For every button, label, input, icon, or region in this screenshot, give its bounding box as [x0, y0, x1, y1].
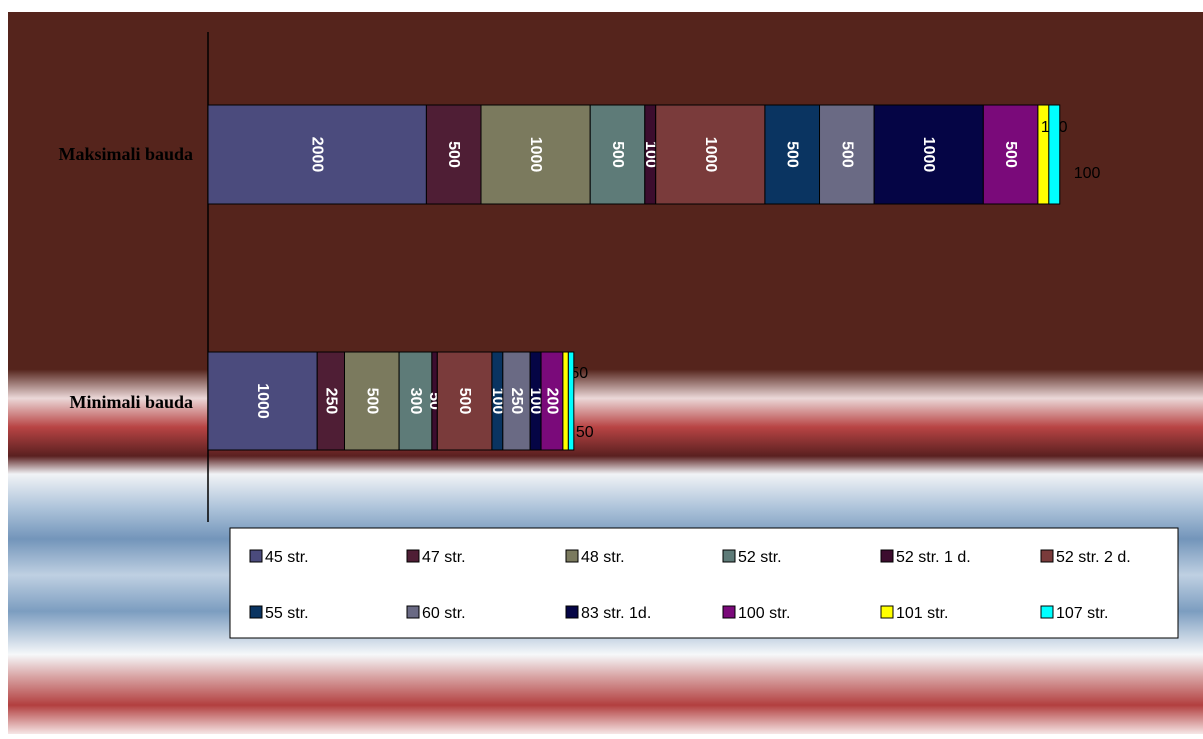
- legend-label: 101 str.: [896, 605, 948, 622]
- bar-segment: [982, 104, 1039, 205]
- legend-item: 45 str.: [249, 549, 309, 566]
- bar-segment: [398, 351, 433, 451]
- bar-segment: [480, 104, 591, 205]
- category-label: Maksimali bauda: [58, 144, 193, 164]
- data-label: 1000: [527, 137, 544, 173]
- data-label: 1000: [254, 383, 271, 419]
- data-label: 500: [445, 141, 462, 168]
- legend-swatch: [880, 549, 894, 563]
- bar-segment: [502, 351, 531, 451]
- legend-label: 52 str. 2 d.: [1056, 549, 1131, 566]
- legend-swatch: [406, 605, 420, 619]
- legend-label: 52 str.: [738, 549, 782, 566]
- legend-swatch: [565, 549, 579, 563]
- legend-swatch: [722, 549, 736, 563]
- bar-segment: [1048, 104, 1061, 205]
- legend-label: 47 str.: [422, 549, 466, 566]
- bar-segment: [436, 351, 493, 451]
- data-label: 100: [1074, 165, 1101, 182]
- data-label: 500: [363, 388, 380, 415]
- data-label: 100: [489, 388, 506, 415]
- legend: 45 str. 47 str. 48 str. 52 str. 52 str. 1 d.…: [229, 527, 1179, 639]
- legend-label: 83 str. 1d.: [581, 605, 651, 622]
- legend-item: 52 str.: [722, 549, 782, 566]
- legend-box: [229, 527, 1179, 639]
- legend-label: 55 str.: [265, 605, 309, 622]
- legend-item: 100 str.: [722, 605, 790, 622]
- bar-segment: [819, 104, 875, 205]
- data-label: 500: [838, 141, 855, 168]
- data-label: 50: [570, 365, 588, 382]
- bar-segment: [425, 104, 482, 205]
- bar-segment: [873, 104, 984, 205]
- legend-swatch: [565, 605, 579, 619]
- data-label: 1000: [920, 137, 937, 173]
- legend-item: 48 str.: [565, 549, 625, 566]
- legend-swatch: [249, 549, 263, 563]
- bar-segment: [207, 104, 427, 205]
- legend-item: 52 str. 1 d.: [880, 549, 971, 566]
- legend-item: 107 str.: [1040, 605, 1108, 622]
- legend-swatch: [880, 605, 894, 619]
- data-label: 250: [508, 388, 525, 415]
- data-label: 1000: [702, 137, 719, 173]
- data-label: 300: [407, 388, 424, 415]
- bar-segment: [567, 351, 575, 451]
- bar-segment: [562, 351, 569, 451]
- legend-swatch: [249, 605, 263, 619]
- legend-item: 55 str.: [249, 605, 309, 622]
- data-label: 250: [322, 388, 339, 415]
- bar-segment: [344, 351, 400, 451]
- data-label: 50: [576, 424, 594, 441]
- bar-segment: [207, 351, 318, 451]
- legend-label: 45 str.: [265, 549, 309, 566]
- data-label: 100: [642, 141, 659, 168]
- legend-swatch: [722, 605, 736, 619]
- data-label: 500: [1002, 141, 1019, 168]
- data-label: 200: [543, 388, 560, 415]
- data-label: 500: [456, 388, 473, 415]
- legend-swatch: [406, 549, 420, 563]
- legend-label: 48 str.: [581, 549, 625, 566]
- legend-item: 60 str.: [406, 605, 466, 622]
- legend-label: 107 str.: [1056, 605, 1108, 622]
- legend-label: 60 str.: [422, 605, 466, 622]
- legend-label: 100 str.: [738, 605, 790, 622]
- data-label: 2000: [309, 137, 326, 173]
- bar-segment: [589, 104, 646, 205]
- legend-label: 52 str. 1 d.: [896, 549, 971, 566]
- bar-segment: [655, 104, 766, 205]
- category-label: Minimali bauda: [69, 392, 193, 412]
- legend-item: 52 str. 2 d.: [1040, 549, 1131, 566]
- bar-segment: [764, 104, 821, 205]
- legend-item: 83 str. 1d.: [565, 605, 651, 622]
- legend-swatch: [1040, 549, 1054, 563]
- data-label: 500: [609, 141, 626, 168]
- data-label: 500: [784, 141, 801, 168]
- legend-item: 101 str.: [880, 605, 948, 622]
- legend-item: 47 str.: [406, 549, 466, 566]
- legend-swatch: [1040, 605, 1054, 619]
- data-label: 100: [527, 388, 544, 415]
